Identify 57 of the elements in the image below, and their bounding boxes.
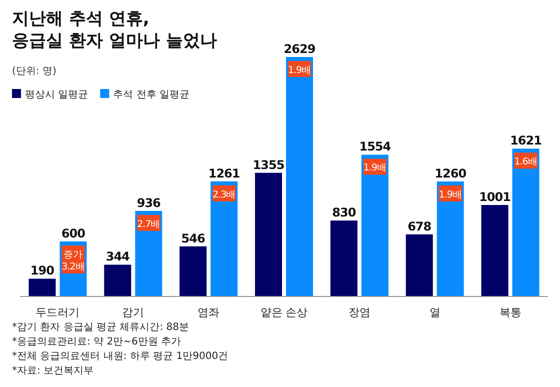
data-label: 1554: [359, 140, 391, 154]
text: *전체 응급의료센터 내원: 하루 평균 1만9000건: [12, 351, 228, 362]
data-label: 1261: [208, 166, 240, 180]
annotation: 1.6배: [514, 156, 538, 168]
x-tick-label: 열: [429, 306, 440, 319]
bar: [512, 148, 540, 296]
data-label: 936: [136, 196, 161, 210]
x-tick-label: 복통: [499, 306, 522, 319]
text: *감기 환자 응급실 평균 체류시간: 88분: [12, 322, 189, 333]
data-label: 2629: [284, 42, 316, 56]
annotation: 2.3배: [212, 189, 236, 200]
annotation: 1.9배: [438, 189, 462, 200]
bar: [28, 278, 56, 296]
bar: [406, 234, 433, 296]
legend-item: 평상시 일평균: [12, 89, 88, 100]
annotation: 1.9배: [288, 65, 312, 76]
title: 지난해 추석 연휴, 응급실 환자 얼마나 늘었나: [12, 9, 217, 51]
x-tick-label: 두드러기: [36, 306, 80, 319]
legend-label: 평상시 일평균: [25, 90, 88, 100]
legend-label: 추석 전후 일평균: [113, 90, 190, 100]
x-tick-label: 얕은 손상: [260, 306, 308, 319]
text: *자료: 보건복지부: [12, 366, 94, 376]
annotation: 1.6배: [514, 152, 538, 169]
bar: [255, 172, 282, 296]
data-label: 600: [61, 226, 86, 240]
annotation: 2.7배: [137, 214, 160, 231]
annotation: 증가 3.2배: [62, 249, 85, 272]
bar: [361, 154, 388, 296]
x-tick-label: 장염: [348, 306, 370, 319]
data-label: 344: [106, 250, 130, 264]
annotation: 1.9배: [363, 162, 386, 174]
legend-item: 추석 전후 일평균: [100, 89, 190, 100]
annotation: 1.9배: [363, 158, 386, 175]
annotation: 2.3배: [212, 185, 236, 202]
data-label: 1355: [252, 158, 284, 172]
data-label: 678: [408, 219, 432, 234]
x-tick-label: 감기: [122, 306, 144, 319]
x-tick-label: 염좌: [198, 306, 220, 319]
annotation: 1.9배: [438, 185, 462, 202]
bar: [436, 181, 464, 296]
bar: [180, 246, 207, 296]
data-label: 1001: [479, 190, 511, 204]
annotation: 증가 3.2배: [62, 245, 85, 274]
annotation: 1.9배: [288, 61, 312, 77]
annotation: 2.7배: [137, 218, 160, 230]
text: (단위: 명): [12, 66, 56, 77]
text: *응급의료관리료: 약 2만~6만원 추가: [12, 336, 182, 348]
bar: [210, 181, 238, 296]
data-label: 1621: [510, 134, 542, 148]
bar: [104, 264, 132, 296]
bar: [286, 57, 313, 296]
bar: [481, 205, 508, 296]
bar: [330, 220, 358, 296]
data-label: 546: [181, 231, 205, 246]
data-label: 830: [332, 206, 356, 220]
data-label: 1260: [434, 166, 466, 180]
data-label: 190: [30, 264, 54, 278]
